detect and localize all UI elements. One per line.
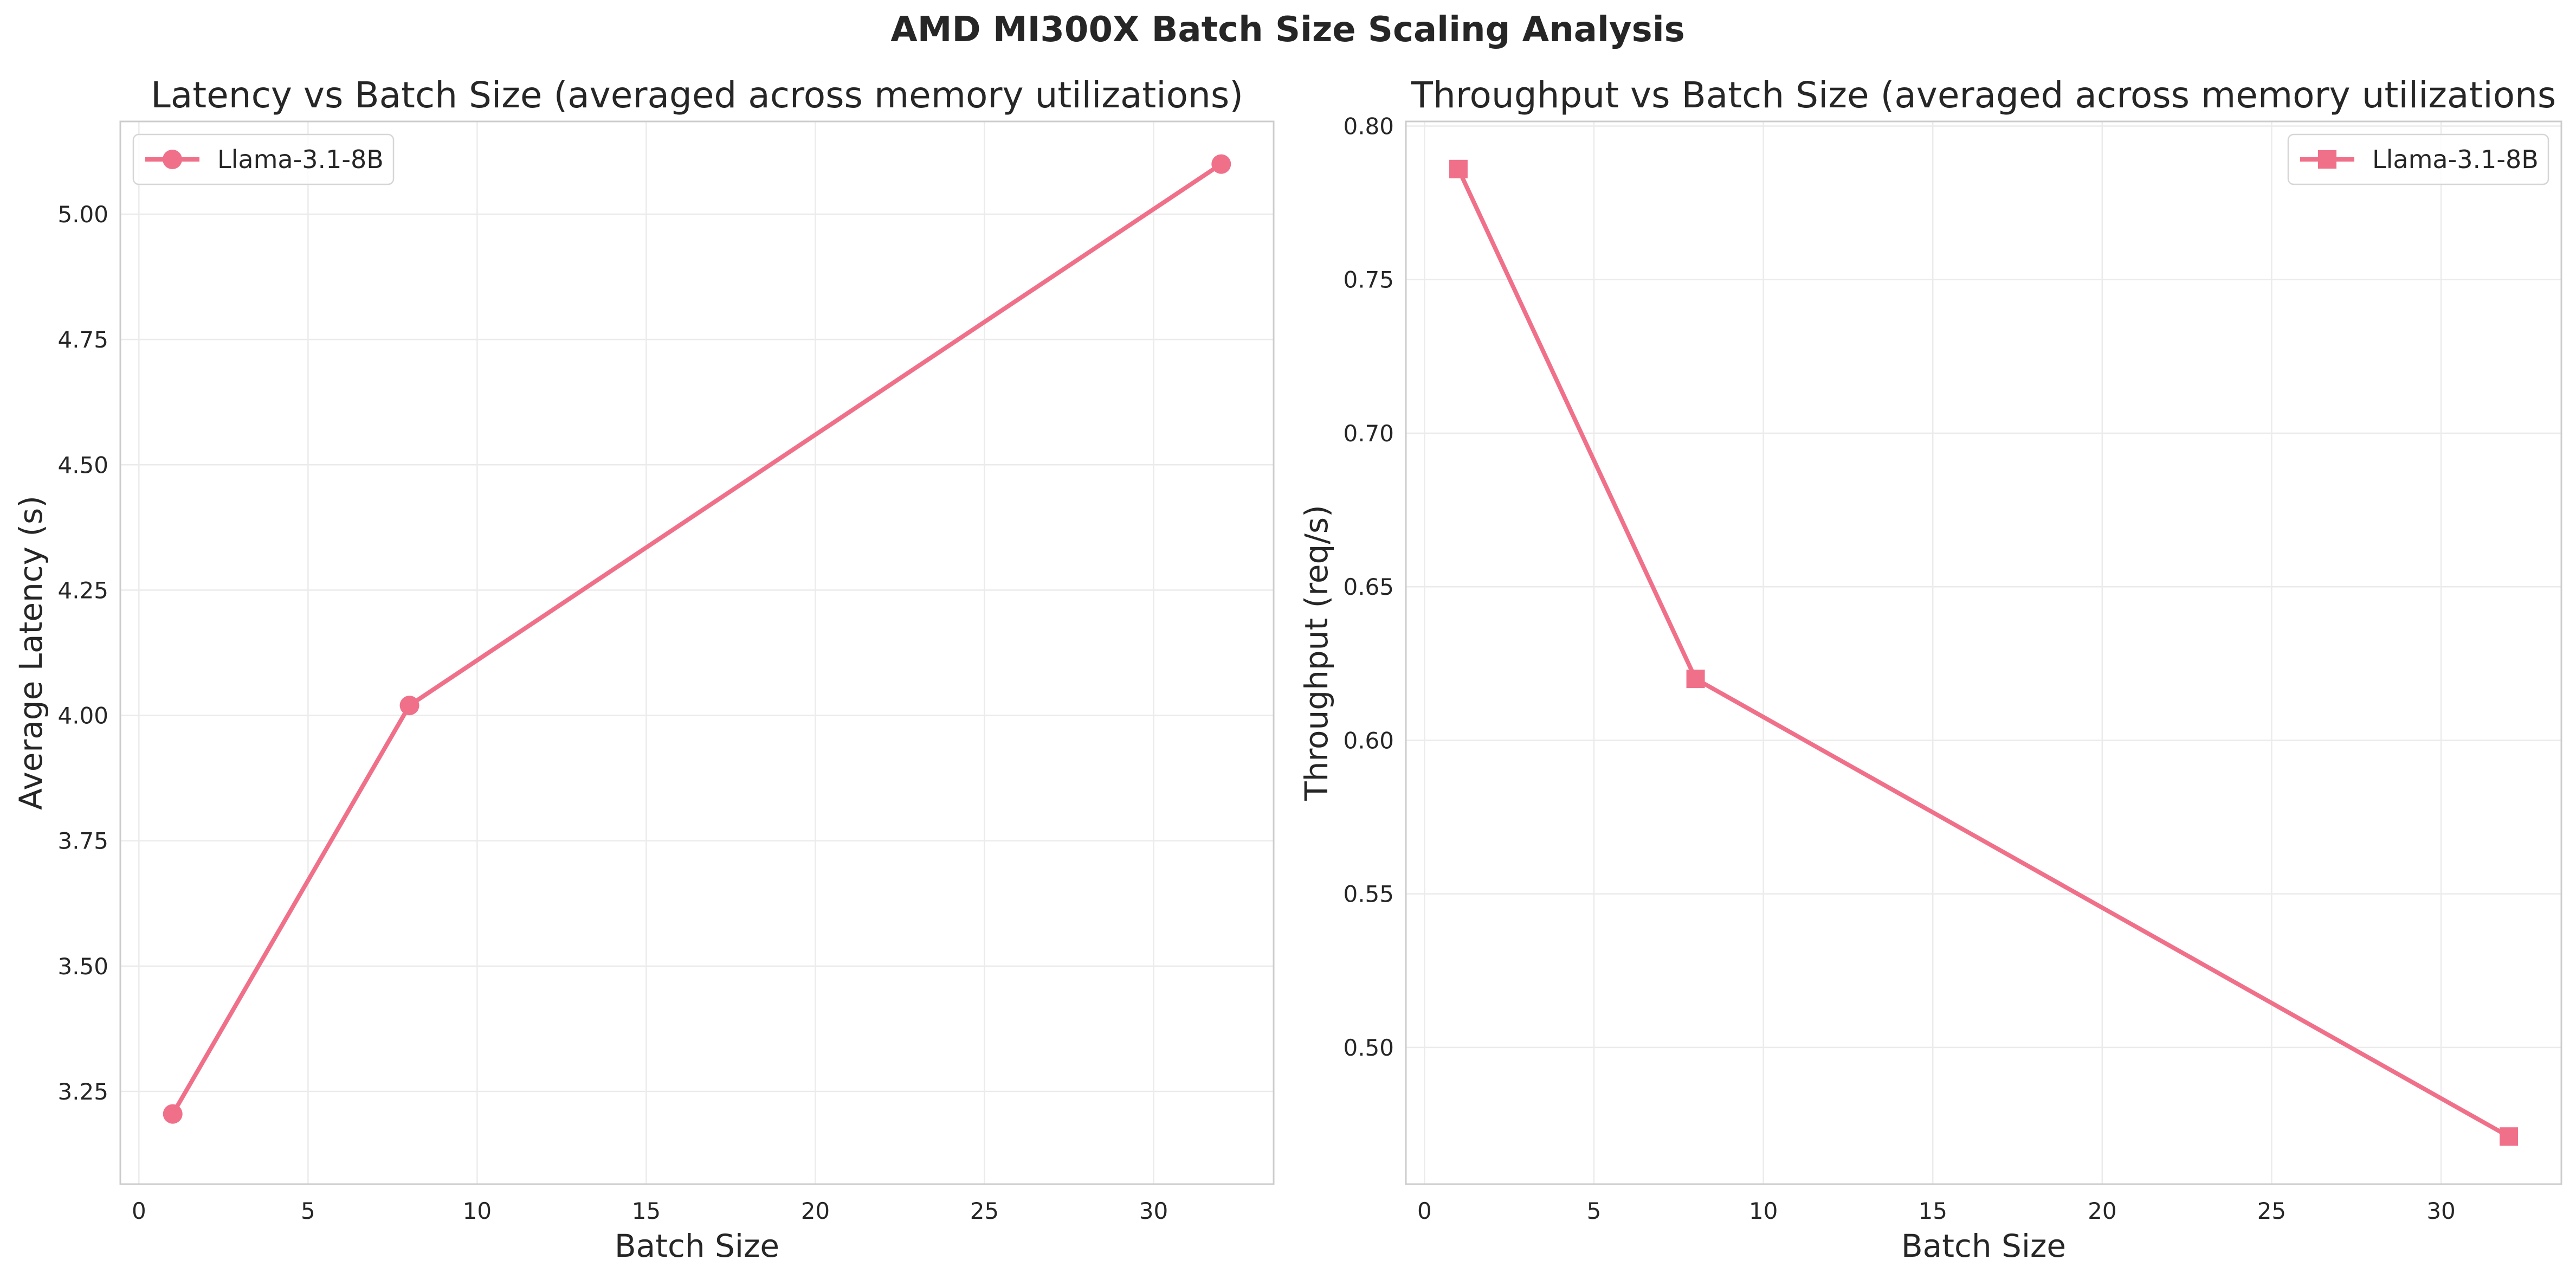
latency-x-tick-label: 30: [1139, 1198, 1168, 1224]
throughput-x-tick-label: 15: [1918, 1198, 1947, 1224]
throughput-legend-marker: [2318, 150, 2336, 169]
latency-legend-label: Llama-3.1-8B: [217, 145, 384, 174]
latency-data-point: [399, 696, 419, 716]
latency-x-tick-label: 5: [301, 1198, 315, 1224]
latency-x-tick-label: 0: [132, 1198, 146, 1224]
throughput-y-tick-label: 0.80: [1343, 113, 1394, 139]
latency-y-axis-label: Average Latency (s): [12, 496, 49, 810]
throughput-legend: Llama-3.1-8B: [2287, 133, 2549, 185]
throughput-data-point: [1449, 159, 1468, 178]
throughput-y-axis-label: Throughput (req/s): [1298, 505, 1335, 801]
latency-y-tick-label: 5.00: [57, 201, 108, 228]
latency-legend: Llama-3.1-8B: [132, 133, 395, 185]
throughput-legend-box: [2287, 133, 2549, 185]
throughput-x-tick-label: 20: [2088, 1198, 2116, 1224]
latency-y-tick-label: 3.75: [57, 828, 108, 854]
latency-y-tick-label: 4.00: [57, 703, 108, 729]
throughput-x-tick-label: 0: [1417, 1198, 1432, 1224]
throughput-y-tick-label: 0.75: [1343, 267, 1394, 293]
throughput-x-axis-label: Batch Size: [1901, 1227, 2066, 1264]
throughput-y-tick-label: 0.50: [1343, 1034, 1394, 1061]
throughput-x-tick-label: 5: [1587, 1198, 1602, 1224]
latency-x-tick-label: 15: [632, 1198, 661, 1224]
latency-legend-marker: [163, 150, 182, 169]
throughput-x-tick-label: 25: [2257, 1198, 2286, 1224]
throughput-chart-title: Throughput vs Batch Size (averaged acros…: [1411, 74, 2556, 116]
latency-x-tick-label: 25: [970, 1198, 999, 1224]
throughput-axes-frame: [1405, 120, 2562, 1185]
latency-chart-title: Latency vs Batch Size (averaged across m…: [151, 74, 1243, 116]
latency-y-tick-label: 3.25: [57, 1078, 108, 1105]
latency-y-tick-label: 4.50: [57, 452, 108, 478]
throughput-y-tick-label: 0.55: [1343, 881, 1394, 908]
throughput-data-point: [2500, 1127, 2519, 1146]
throughput-x-tick-label: 10: [1749, 1198, 1778, 1224]
throughput-plot-area: [1406, 121, 2561, 1184]
throughput-y-tick-label: 0.60: [1343, 727, 1394, 754]
latency-data-point: [1211, 154, 1231, 174]
latency-chart-panel: 0 5 10 15 20 25 30 3.25 3.50 3.75 4.00 4.25 4.50 4.75…: [12, 74, 1275, 1264]
latency-legend-box: [132, 133, 395, 185]
latency-y-tick-label: 4.25: [57, 577, 108, 603]
throughput-legend-label: Llama-3.1-8B: [2372, 145, 2539, 174]
figure-suptitle: AMD MI300X Batch Size Scaling Analysis: [890, 10, 1684, 50]
latency-x-tick-label: 10: [463, 1198, 492, 1224]
latency-plot-area: [120, 121, 1274, 1184]
latency-y-tick-label: 3.50: [57, 953, 108, 980]
throughput-y-tick-label: 0.65: [1343, 574, 1394, 600]
throughput-x-tick-label: 30: [2426, 1198, 2455, 1224]
throughput-chart-panel: 0 5 10 15 20 25 30 0.50 0.55 0.60 0.65 0.70 0.75 0.80…: [1298, 74, 2562, 1264]
latency-axes-frame: [119, 120, 1275, 1185]
latency-x-tick-label: 20: [801, 1198, 830, 1224]
latency-x-axis-label: Batch Size: [615, 1227, 779, 1264]
latency-data-point: [163, 1104, 183, 1124]
throughput-data-point: [1686, 670, 1705, 689]
throughput-y-tick-label: 0.70: [1343, 420, 1394, 447]
latency-y-tick-label: 4.75: [57, 326, 108, 353]
